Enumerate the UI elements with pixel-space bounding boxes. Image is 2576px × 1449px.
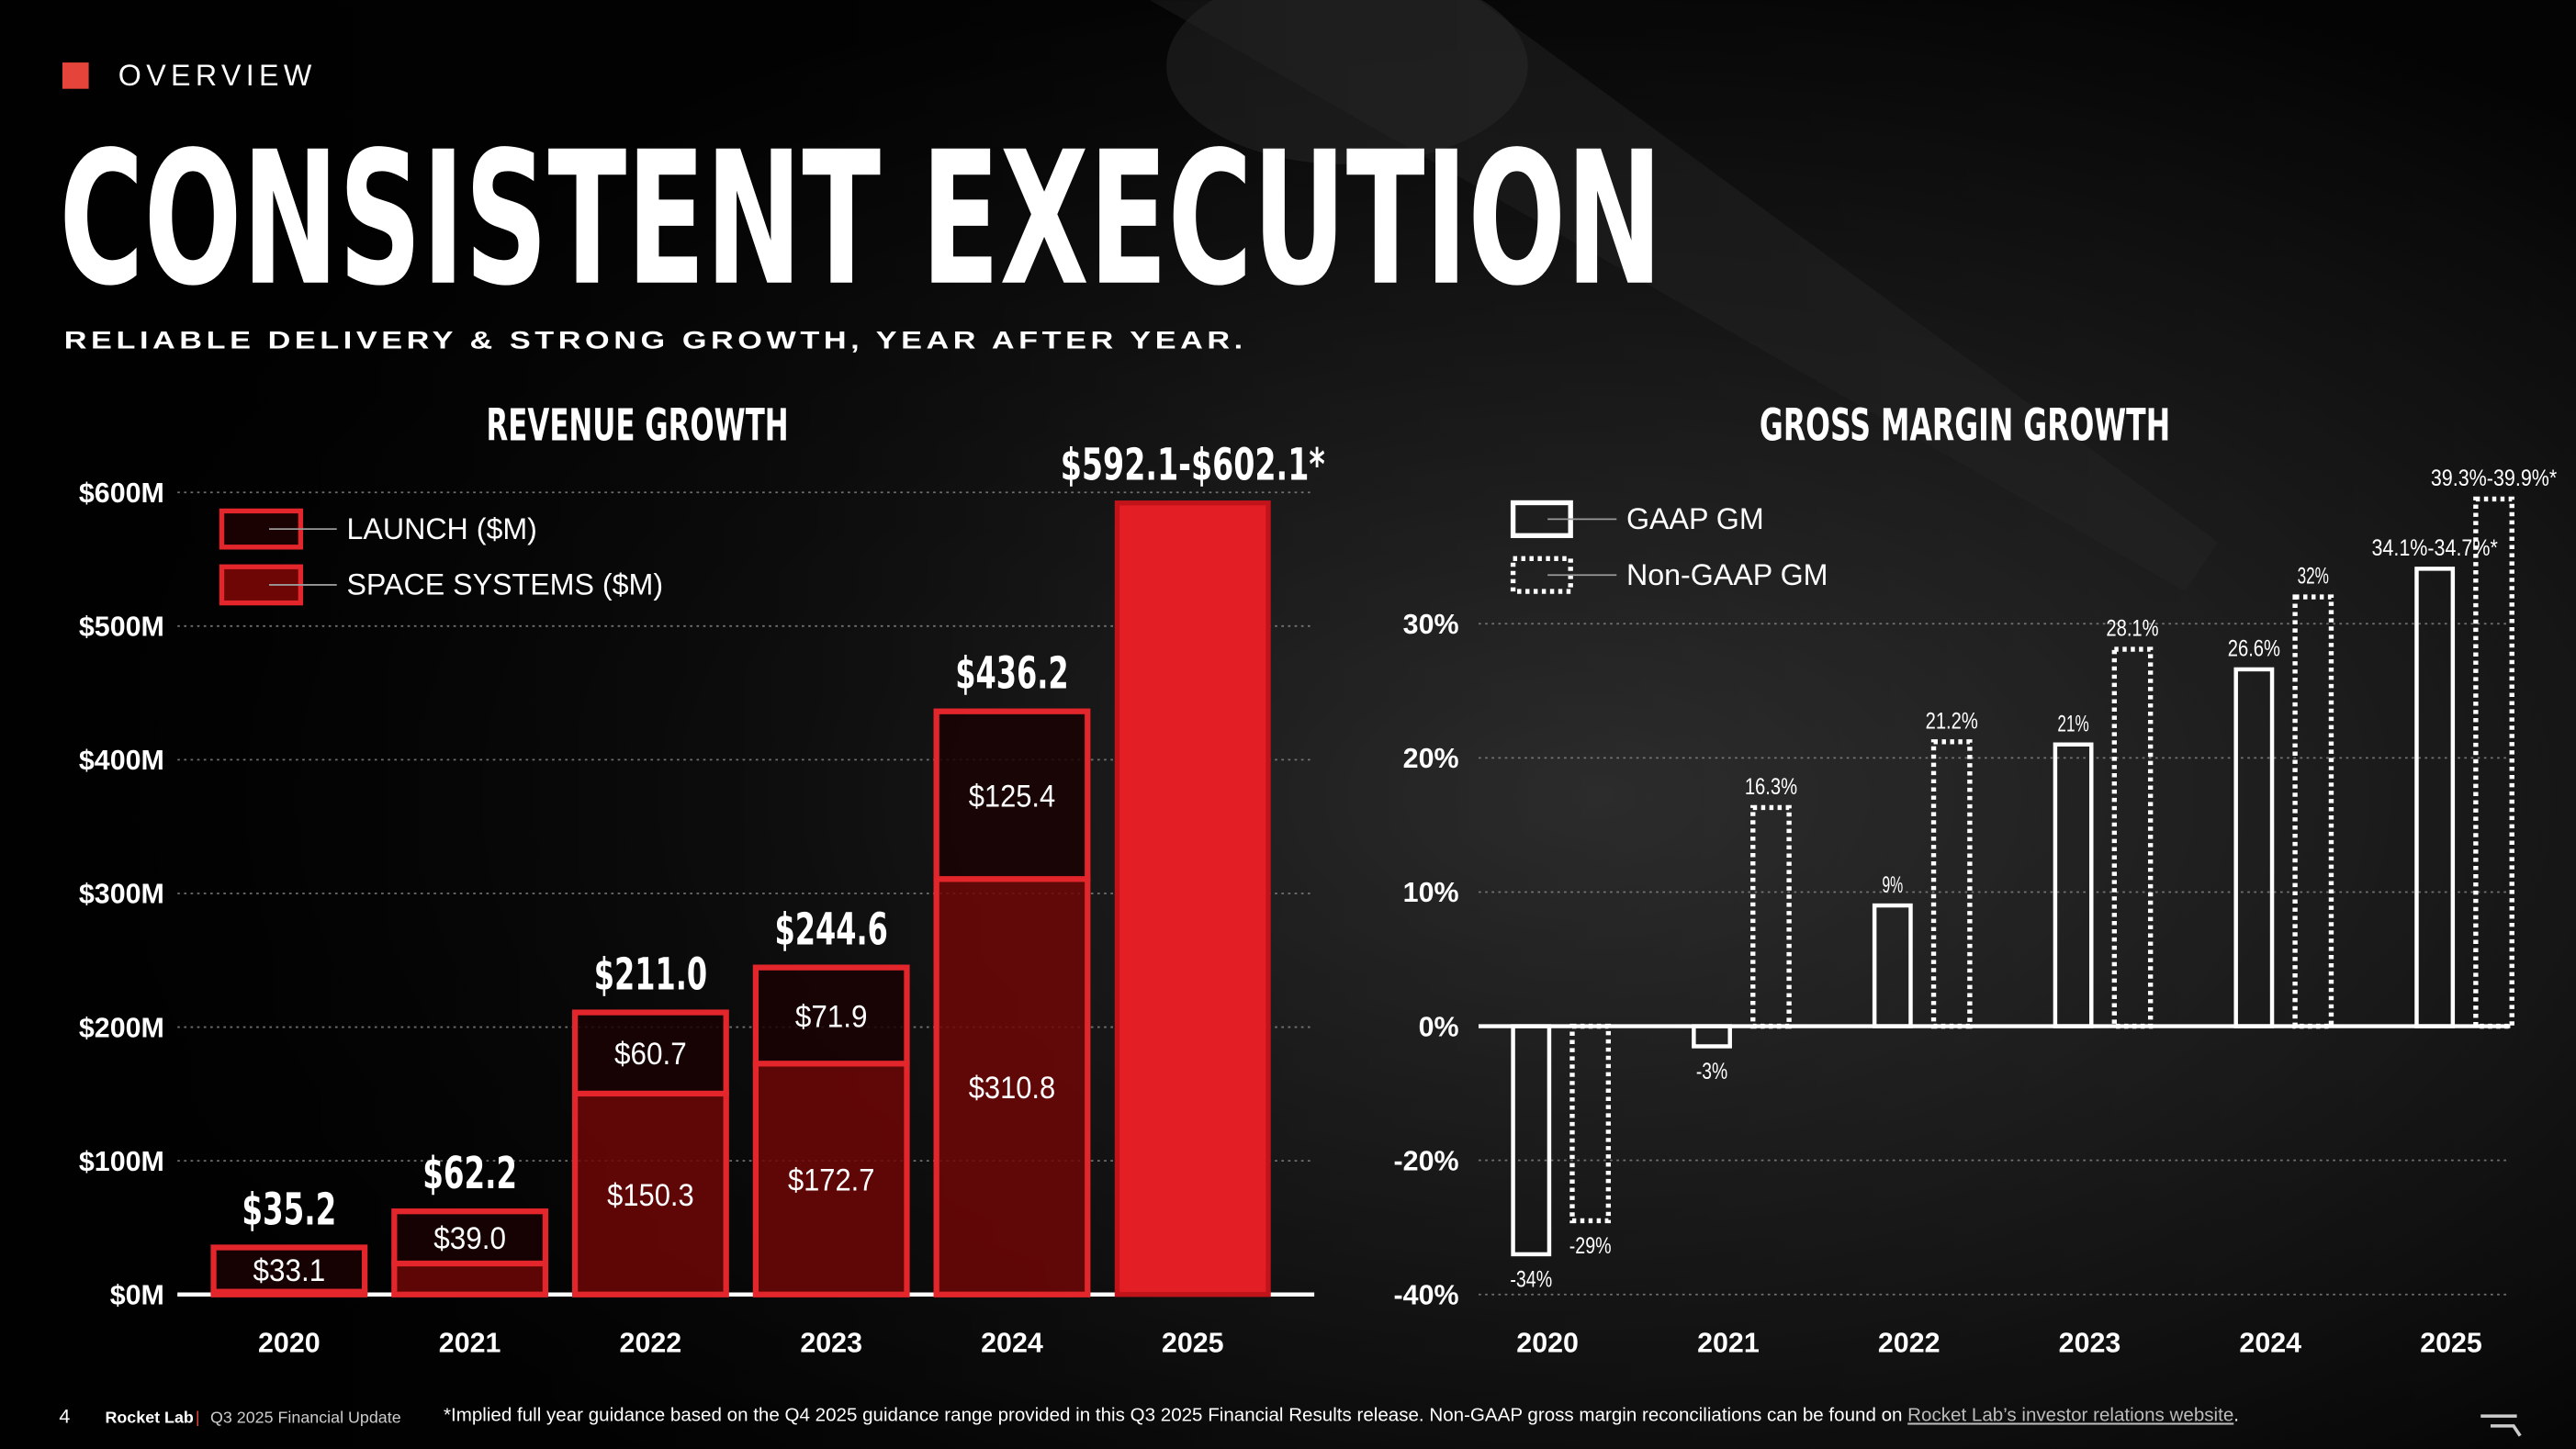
bar	[1930, 739, 1973, 1029]
y-tick-label: $0M	[110, 1279, 164, 1310]
total-label: $436.2	[955, 648, 1068, 700]
legend-label: LAUNCH ($M)	[346, 512, 536, 545]
company: Rocket Lab	[105, 1408, 193, 1426]
value-label: 34.1%-34.7%*	[2371, 535, 2498, 561]
slide-title: CONSISTENT EXECUTION	[59, 113, 1662, 327]
total-label: $35.2	[242, 1184, 336, 1235]
page-number: 4	[59, 1405, 70, 1427]
bar-segment	[933, 708, 1091, 882]
x-tick-label: 2024	[2239, 1327, 2301, 1358]
bar	[1750, 804, 1792, 1029]
value-label: 26.6%	[2228, 636, 2280, 662]
bar-segment	[571, 1009, 729, 1097]
y-tick-label: $100M	[79, 1146, 164, 1177]
bar	[1114, 500, 1271, 1297]
bar-segment	[752, 964, 910, 1067]
chart-title: GROSS MARGIN GROWTH	[1760, 400, 2170, 452]
document-name: Q3 2025 Financial Update	[210, 1408, 401, 1426]
x-tick-label: 2022	[620, 1327, 682, 1358]
bar	[2111, 646, 2154, 1029]
bar	[1569, 1023, 1612, 1224]
bar	[1511, 1024, 1552, 1257]
x-tick-label: 2020	[1516, 1327, 1579, 1358]
y-tick-label: $200M	[79, 1012, 164, 1043]
segment-label: $60.7	[614, 1037, 687, 1072]
y-tick-label: 10%	[1403, 877, 1459, 908]
value-label: -34%	[1510, 1267, 1552, 1293]
y-tick-label: $300M	[79, 879, 164, 910]
legend-label: Non-GAAP GM	[1626, 558, 1828, 591]
segment-label: $33.1	[253, 1253, 325, 1288]
segment-label: $125.4	[969, 779, 1055, 814]
segment-label: $172.7	[788, 1163, 874, 1198]
separator: |	[196, 1408, 200, 1426]
total-label: $592.1-$602.1*	[1061, 440, 1325, 491]
segment-label: $71.9	[795, 999, 868, 1034]
bar-segment	[571, 1090, 729, 1297]
y-tick-label: 30%	[1403, 609, 1459, 640]
footnote: *Implied full year guidance based on the…	[444, 1404, 2239, 1425]
legend-label: SPACE SYSTEMS ($M)	[346, 568, 663, 601]
value-label: 28.1%	[2106, 616, 2158, 642]
section-label: OVERVIEW	[118, 59, 317, 92]
x-tick-label: 2025	[2420, 1327, 2482, 1358]
y-tick-label: -40%	[1394, 1279, 1459, 1310]
ir-link[interactable]: Rocket Lab’s investor relations website	[1907, 1404, 2233, 1425]
segment-label: $310.8	[969, 1071, 1055, 1106]
value-label: 9%	[1882, 872, 1903, 898]
x-tick-label: 2021	[1697, 1327, 1760, 1358]
value-label: 16.3%	[1745, 774, 1797, 800]
value-label: 21.2%	[1926, 709, 1978, 735]
bar	[2414, 567, 2456, 1028]
value-label: 39.3%-39.9%*	[2431, 466, 2558, 491]
x-tick-label: 2023	[2059, 1327, 2121, 1358]
y-tick-label: $500M	[79, 612, 164, 643]
slide-subtitle: RELIABLE DELIVERY & STRONG GROWTH, YEAR …	[64, 326, 1247, 354]
segment-label: $39.0	[433, 1221, 506, 1256]
bar	[1872, 903, 1913, 1028]
bar-segment	[210, 1244, 368, 1295]
y-tick-label: $400M	[79, 745, 164, 776]
y-tick-label: 0%	[1419, 1011, 1459, 1042]
bar	[2292, 594, 2334, 1029]
value-label: 32%	[2298, 564, 2329, 590]
total-label: $211.0	[594, 949, 707, 1001]
total-label: $244.6	[774, 904, 887, 956]
value-label: -3%	[1696, 1059, 1727, 1084]
footnote-end: .	[2233, 1404, 2239, 1425]
x-tick-label: 2024	[981, 1327, 1043, 1358]
chart-title: REVENUE GROWTH	[487, 400, 789, 452]
x-tick-label: 2022	[1878, 1327, 1940, 1358]
y-tick-label: -20%	[1394, 1145, 1459, 1176]
bar	[2473, 496, 2514, 1029]
y-tick-label: 20%	[1403, 743, 1459, 774]
bar-segment	[933, 876, 1091, 1297]
total-label: $62.2	[422, 1148, 517, 1199]
bar	[2053, 742, 2094, 1028]
legend-label: GAAP GM	[1626, 502, 1764, 535]
bar	[2233, 667, 2275, 1028]
bar	[1692, 1024, 1732, 1049]
x-tick-label: 2025	[1162, 1327, 1224, 1358]
x-tick-label: 2023	[800, 1327, 862, 1358]
bar-segment	[391, 1260, 549, 1297]
section-marker	[62, 62, 89, 89]
value-label: -29%	[1569, 1233, 1612, 1259]
footnote-text: *Implied full year guidance based on the…	[444, 1404, 1907, 1425]
bar-segment	[752, 1061, 910, 1297]
x-tick-label: 2021	[439, 1327, 501, 1358]
segment-label: $150.3	[607, 1178, 693, 1213]
y-tick-label: $600M	[79, 477, 164, 509]
bar-segment	[391, 1208, 549, 1267]
x-tick-label: 2020	[258, 1327, 321, 1358]
value-label: 21%	[2057, 711, 2088, 736]
logo	[2480, 1414, 2522, 1437]
